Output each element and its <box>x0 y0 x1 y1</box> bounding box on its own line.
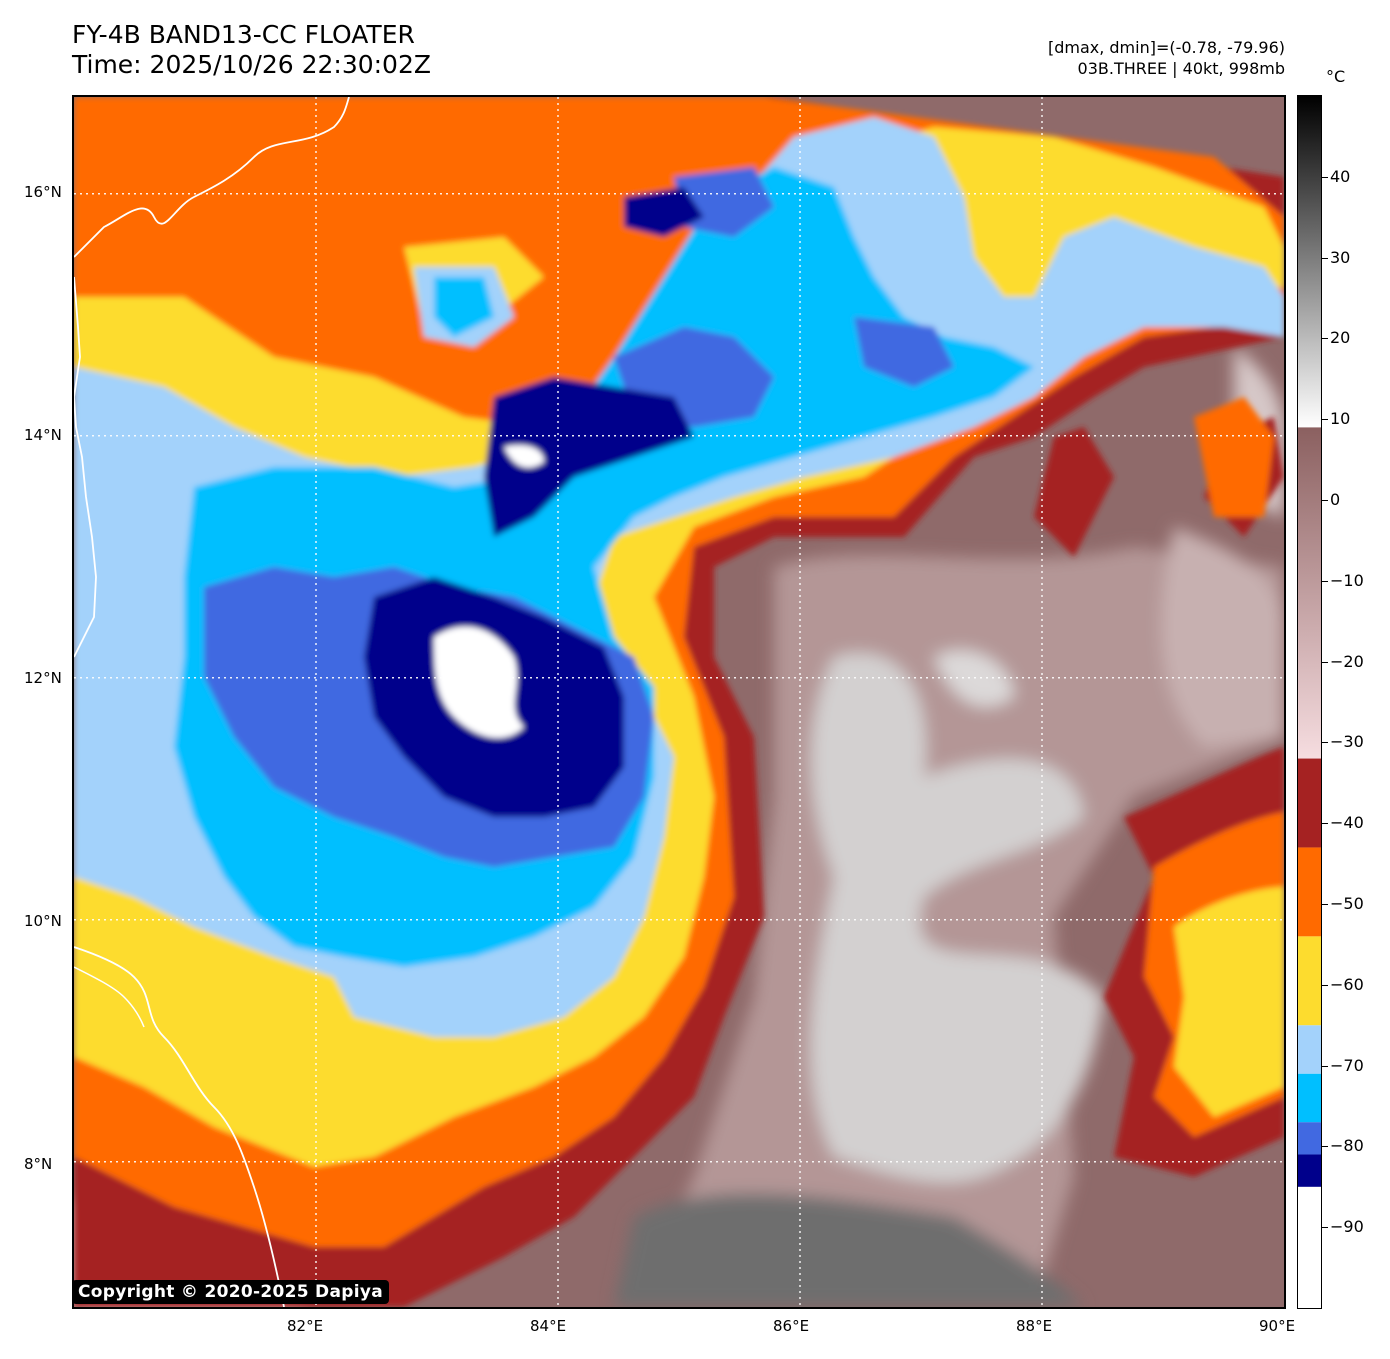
colorbar-step <box>1298 1186 1321 1308</box>
colorbar-label: 40 <box>1330 167 1351 186</box>
cloud-top-temperature-image <box>74 97 1284 1307</box>
colorbar-step <box>1298 1122 1321 1155</box>
colorbar-tick <box>1322 1227 1328 1228</box>
colorbar-tick <box>1322 500 1328 501</box>
colorbar-step <box>1298 936 1321 1026</box>
colorbar-tick <box>1322 985 1328 986</box>
colorbar-tick <box>1322 742 1328 743</box>
info-line-2: 03B.THREE | 40kt, 998mb <box>1077 59 1285 78</box>
lat-tick-label: 14°N <box>24 426 62 444</box>
colorbar-tick <box>1322 1146 1328 1147</box>
colorbar-label: 20 <box>1330 328 1351 347</box>
colorbar-label: −60 <box>1330 975 1364 994</box>
colorbar-tick <box>1322 419 1328 420</box>
lat-tick-label: 12°N <box>24 669 62 687</box>
lat-tick-label: 16°N <box>24 183 62 201</box>
colorbar-step <box>1298 1154 1321 1187</box>
satellite-map <box>72 95 1286 1309</box>
colorbar-label: 10 <box>1330 409 1351 428</box>
colorbar-tick <box>1322 823 1328 824</box>
colorbar-tick <box>1322 581 1328 582</box>
colorbar-unit: °C <box>1326 67 1346 86</box>
colorbar-step <box>1298 847 1321 937</box>
colorbar-label: −50 <box>1330 894 1364 913</box>
colorbar-tick <box>1322 177 1328 178</box>
colorbar-label: −80 <box>1330 1136 1364 1155</box>
colorbar <box>1297 95 1322 1309</box>
colorbar-label: 0 <box>1330 490 1341 509</box>
lon-tick-label: 82°E <box>287 1317 324 1335</box>
lon-tick-label: 90°E <box>1259 1317 1296 1335</box>
copyright-badge: Copyright © 2020-2025 Dapiya <box>72 1280 389 1304</box>
colorbar-step <box>1298 1025 1321 1074</box>
colorbar-step <box>1298 758 1321 848</box>
colorbar-tick <box>1322 662 1328 663</box>
colorbar-label: −30 <box>1330 732 1364 751</box>
colorbar-scale <box>1298 96 1321 1308</box>
colorbar-tick <box>1322 258 1328 259</box>
colorbar-gradient-segment <box>1298 427 1321 759</box>
colorbar-label: 30 <box>1330 248 1351 267</box>
colorbar-label: −40 <box>1330 813 1364 832</box>
colorbar-label: −20 <box>1330 652 1364 671</box>
lat-tick-label: 8°N <box>24 1155 53 1173</box>
colorbar-step <box>1298 1073 1321 1123</box>
colorbar-tick <box>1322 338 1328 339</box>
title-line-2: Time: 2025/10/26 22:30:02Z <box>72 50 431 79</box>
lon-tick-label: 86°E <box>773 1317 810 1335</box>
lat-tick-label: 10°N <box>24 912 62 930</box>
colorbar-label: −70 <box>1330 1056 1364 1075</box>
colorbar-tick <box>1322 1066 1328 1067</box>
lon-tick-label: 84°E <box>530 1317 567 1335</box>
title-line-1: FY-4B BAND13-CC FLOATER <box>72 20 415 49</box>
colorbar-label: −10 <box>1330 571 1364 590</box>
colorbar-label: −90 <box>1330 1217 1364 1236</box>
colorbar-gradient-segment <box>1298 96 1321 428</box>
colorbar-tick <box>1322 904 1328 905</box>
info-line-1: [dmax, dmin]=(-0.78, -79.96) <box>1047 38 1285 57</box>
lon-tick-label: 88°E <box>1016 1317 1053 1335</box>
